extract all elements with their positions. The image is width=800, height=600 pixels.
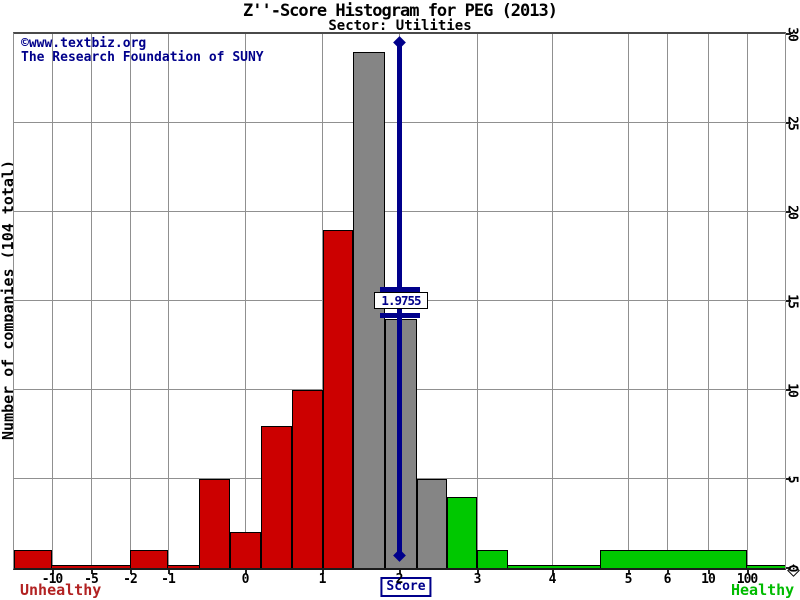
x-tick-mark [167,570,170,574]
gridline-x [627,34,629,568]
y-tick-label: 0 [784,564,800,572]
histogram-bar [261,425,292,568]
watermark: ©www.textbiz.org The Research Foundation… [21,37,264,65]
chart-subtitle: Sector: Utilities [328,18,472,34]
x-tick-label: 0 [241,572,250,587]
gridline-x [90,34,92,568]
gridline-x [321,34,323,568]
x-tick-label: 2 [395,572,404,587]
gridline-x [666,34,668,568]
histogram-bar [353,51,385,568]
x-tick-mark [666,570,669,574]
histogram-bar [323,229,353,568]
y-tick-mark [786,122,791,124]
y-tick-mark [786,33,791,35]
x-tick-mark [129,570,132,574]
plot-area: 1.9755 [13,32,786,570]
unhealthy-label: Unhealthy [20,581,102,599]
chart-title: Z''-Score Histogram for PEG (2013) [243,1,558,21]
x-tick-mark [398,570,401,574]
gridline-x [707,34,709,568]
x-tick-mark [627,570,630,574]
score-marker-top-diamond-icon [393,36,406,49]
score-marker-crossbar-lower [380,313,420,318]
y-tick-mark [786,300,791,302]
histogram-bar [52,565,91,568]
histogram-bar [447,496,477,568]
y-tick-label: 25 [784,116,800,130]
histogram-bar [600,550,747,568]
histogram-bar [130,550,168,568]
gridline-x [244,34,246,568]
x-tick-label: 4 [548,572,557,587]
histogram-bar [508,565,600,568]
gridline-x [476,34,478,568]
x-tick-label: 10 [701,572,716,587]
x-tick-label: 100 [736,572,759,587]
gridline-x [167,34,169,568]
x-tick-mark [551,570,554,574]
y-tick-label: 20 [784,205,800,219]
x-tick-mark [244,570,247,574]
histogram-bar [747,565,785,568]
x-tick-mark [321,570,324,574]
score-marker-value: 1.9755 [374,292,428,309]
histogram-bar [199,479,230,568]
gridline-x [746,34,748,568]
x-tick-mark [476,570,479,574]
x-tick-label: 6 [663,572,672,587]
x-tick-label: 5 [624,572,633,587]
x-tick-label: 3 [473,572,482,587]
x-tick-mark [51,570,54,574]
x-tick-label: -2 [123,572,138,587]
histogram-bar [168,565,199,568]
x-tick-label: 1 [318,572,327,587]
watermark-line-1: ©www.textbiz.org [21,36,147,51]
histogram-bar [14,550,52,568]
x-axis-label-score: Score [380,577,432,597]
histogram-bar [417,479,447,568]
x-tick-label: -5 [84,572,99,587]
y-tick-label: 5 [784,475,800,483]
y-tick-mark [786,389,791,391]
y-tick-mark [786,211,791,213]
x-tick-mark [707,570,710,574]
histogram-bar [477,550,508,568]
gridline-x [51,34,53,568]
histogram-bar [230,532,261,568]
healthy-label: Healthy [731,581,795,599]
y-tick-label: 30 [784,27,800,41]
gridline-x [129,34,131,568]
watermark-line-2: The Research Foundation of SUNY [21,50,264,65]
y-tick-label: 10 [784,383,800,397]
x-tick-label: -1 [161,572,176,587]
histogram-bar [91,565,130,568]
x-tick-mark [746,570,749,574]
y-tick-mark [786,567,791,569]
histogram-bar [292,390,323,568]
x-tick-label: -10 [41,572,64,587]
score-marker-crossbar-upper [380,287,420,292]
gridline-x [551,34,553,568]
y-tick-label: 15 [784,294,800,308]
y-tick-mark [786,478,791,480]
x-tick-mark [90,570,93,574]
